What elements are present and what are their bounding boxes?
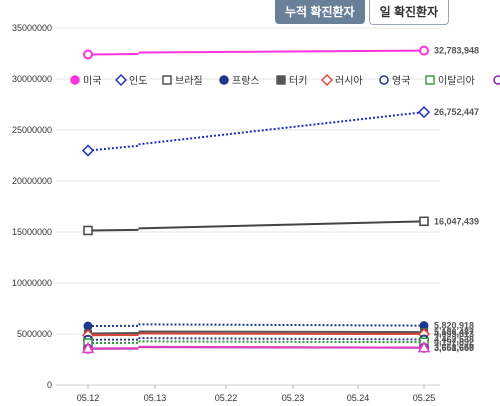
- series-line: [87, 144, 139, 152]
- legend-item[interactable]: 프랑스: [219, 75, 260, 87]
- legend-label: 영국: [392, 75, 410, 87]
- series-line: [138, 337, 425, 341]
- legend-label: 러시아: [335, 75, 363, 87]
- data-label: 3,651,669: [434, 343, 474, 353]
- data-label: 4,197,892: [434, 337, 474, 347]
- x-tick-label: 05.13: [144, 393, 167, 403]
- x-tick-label: 05.23: [282, 393, 305, 403]
- series-line: [87, 331, 139, 335]
- y-tick-label: 5000000: [17, 329, 52, 339]
- legend-item[interactable]: 브라질: [162, 75, 203, 87]
- data-point: [81, 341, 95, 354]
- y-tick-label: 10000000: [12, 278, 52, 288]
- legend-item[interactable]: 영국: [379, 75, 410, 87]
- data-label: 4,995,613: [434, 329, 474, 339]
- data-point: [81, 144, 95, 157]
- legend-item[interactable]: 독일: [493, 75, 500, 87]
- data-label: 32,783,948: [434, 46, 479, 56]
- data-point: [417, 106, 431, 119]
- legend-marker: [70, 75, 80, 85]
- legend-label: 인도: [129, 75, 147, 87]
- legend-label: 프랑스: [232, 75, 260, 87]
- data-point: [83, 321, 93, 331]
- data-point: [419, 216, 429, 227]
- data-point: [83, 49, 93, 60]
- tab-cumulative-cases[interactable]: 누적 확진환자: [275, 0, 365, 24]
- series-line: [138, 345, 425, 349]
- legend-marker: [115, 74, 127, 86]
- x-tick-label: 05.25: [413, 393, 436, 403]
- y-tick-label: 25000000: [12, 125, 52, 135]
- series-line: [138, 340, 425, 344]
- series-line: [87, 53, 139, 56]
- legend-item[interactable]: 터키: [276, 75, 307, 87]
- data-label: 26,752,447: [434, 107, 479, 117]
- legend-marker: [425, 75, 435, 85]
- legend-item[interactable]: 인도: [115, 74, 147, 87]
- y-tick-label: 20000000: [12, 176, 52, 186]
- legend-marker: [162, 75, 172, 85]
- series-line: [138, 111, 425, 146]
- legend-label: 터키: [289, 75, 307, 87]
- y-tick-label: 0: [47, 380, 52, 390]
- legend-marker: [321, 74, 333, 86]
- data-label: 5,186,487: [434, 327, 474, 337]
- y-tick-label: 35000000: [12, 23, 52, 33]
- data-label: 3,668,658: [434, 343, 474, 353]
- data-point: [419, 45, 429, 56]
- legend-label: 브라질: [175, 75, 203, 87]
- y-tick-label: 15000000: [12, 227, 52, 237]
- legend-marker: [276, 75, 286, 85]
- data-label: 4,462,538: [434, 334, 474, 344]
- legend-label: 미국: [83, 75, 101, 87]
- data-point: [417, 341, 431, 353]
- tab-daily-cases[interactable]: 일 확진환자: [368, 0, 450, 25]
- tab-group: 누적 확진환자 일 확진환자: [275, 0, 450, 25]
- y-tick-label: 30000000: [12, 74, 52, 84]
- legend-marker: [493, 75, 500, 85]
- data-label: 5,820,918: [434, 321, 474, 331]
- data-label: 16,047,439: [434, 216, 479, 226]
- series-line: [138, 332, 425, 336]
- legend-item[interactable]: 이탈리아: [425, 74, 475, 87]
- data-point: [83, 225, 93, 236]
- x-tick-label: 05.22: [215, 393, 238, 403]
- series-line: [87, 228, 139, 232]
- legend-label: 이탈리아: [438, 74, 475, 87]
- x-tick-label: 05.24: [347, 393, 370, 403]
- legend-marker: [379, 75, 389, 85]
- series-line: [138, 220, 425, 230]
- series-line: [138, 330, 425, 334]
- legend-item[interactable]: 러시아: [321, 74, 363, 87]
- legend-marker: [219, 75, 229, 85]
- series-line: [138, 323, 425, 327]
- series-line: [138, 49, 425, 54]
- x-tick-label: 05.12: [77, 393, 100, 403]
- legend-item[interactable]: 미국: [70, 75, 101, 87]
